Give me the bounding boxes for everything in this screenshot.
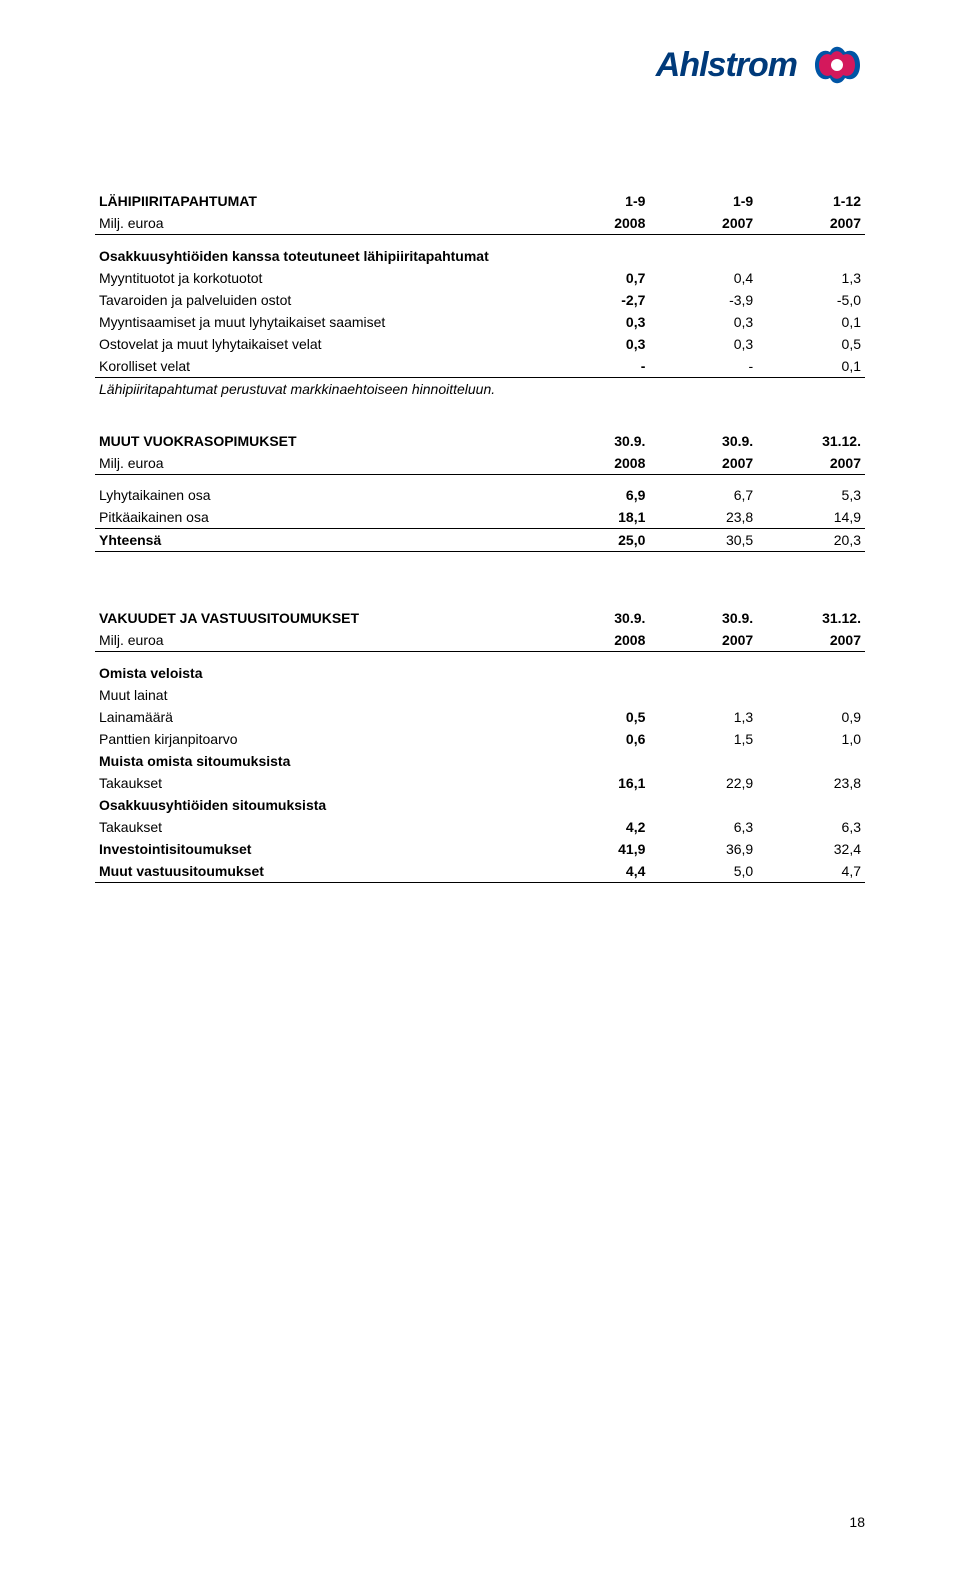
page-content: LÄHIPIIRITAPAHTUMAT 1-9 1-9 1-12 Milj. e… [95, 190, 865, 883]
t3-r5v3: 32,4 [757, 838, 865, 860]
t1-title: LÄHIPIIRITAPAHTUMAT [95, 190, 542, 212]
t3-sh2: Muista omista sitoumuksista [95, 750, 865, 772]
page-number: 18 [849, 1514, 865, 1530]
t3-r3l: Takaukset [95, 772, 542, 794]
table-muut-vuokrasopimukset: MUUT VUOKRASOPIMUKSET 30.9. 30.9. 31.12.… [95, 430, 865, 553]
t1-r1v1: 0,7 [542, 267, 650, 289]
t1-h3a: 1-12 [757, 190, 865, 212]
t3-h2a: 30.9. [649, 607, 757, 629]
t3-r4v3: 6,3 [757, 816, 865, 838]
t1-r5v1: - [542, 355, 650, 378]
t1-r2v1: -2,7 [542, 289, 650, 311]
t2-totv2: 30,5 [649, 529, 757, 552]
t3-r3v3: 23,8 [757, 772, 865, 794]
t1-h2a: 1-9 [649, 190, 757, 212]
t1-subhead: Osakkuusyhtiöiden kanssa toteutuneet läh… [95, 245, 865, 267]
t2-r1v3: 5,3 [757, 484, 865, 506]
t3-h1a: 30.9. [542, 607, 650, 629]
t1-r3v3: 0,1 [757, 311, 865, 333]
t3-r4v2: 6,3 [649, 816, 757, 838]
t3-h3a: 31.12. [757, 607, 865, 629]
t2-r2v1: 18,1 [542, 506, 650, 529]
t2-totv1: 25,0 [542, 529, 650, 552]
t2-r2v3: 14,9 [757, 506, 865, 529]
t3-title: VAKUUDET JA VASTUUSITOUMUKSET [95, 607, 542, 629]
logo: Ahlstrom [656, 40, 865, 90]
t3-r3v2: 22,9 [649, 772, 757, 794]
t3-h2b: 2007 [649, 629, 757, 652]
t3-r2l: Panttien kirjanpitoarvo [95, 728, 542, 750]
t1-r3v1: 0,3 [542, 311, 650, 333]
t3-r2v1: 0,6 [542, 728, 650, 750]
t1-r2l: Tavaroiden ja palveluiden ostot [95, 289, 542, 311]
t1-r4v3: 0,5 [757, 333, 865, 355]
t2-sub: Milj. euroa [95, 452, 542, 475]
t1-r5v3: 0,1 [757, 355, 865, 378]
t3-r1l: Lainamäärä [95, 706, 542, 728]
t1-r1v3: 1,3 [757, 267, 865, 289]
t2-h3a: 31.12. [757, 430, 865, 452]
logo-text: Ahlstrom [656, 46, 797, 85]
t3-r5v1: 41,9 [542, 838, 650, 860]
t1-r1l: Myyntituotot ja korkotuotot [95, 267, 542, 289]
table-vakuudet: VAKUUDET JA VASTUUSITOUMUKSET 30.9. 30.9… [95, 607, 865, 883]
t3-r5v2: 36,9 [649, 838, 757, 860]
t2-r1l: Lyhytaikainen osa [95, 484, 542, 506]
t2-h1a: 30.9. [542, 430, 650, 452]
t3-h3b: 2007 [757, 629, 865, 652]
t2-title: MUUT VUOKRASOPIMUKSET [95, 430, 542, 452]
t2-h3b: 2007 [757, 452, 865, 475]
t3-r2v2: 1,5 [649, 728, 757, 750]
t1-r3l: Myyntisaamiset ja muut lyhytaikaiset saa… [95, 311, 542, 333]
t1-h1a: 1-9 [542, 190, 650, 212]
t3-sh1: Omista veloista [95, 662, 865, 684]
t3-r0l: Muut lainat [95, 684, 865, 706]
t1-sub: Milj. euroa [95, 212, 542, 235]
t3-r1v1: 0,5 [542, 706, 650, 728]
t1-r4v1: 0,3 [542, 333, 650, 355]
logo-icon [805, 40, 865, 90]
t3-r4l: Takaukset [95, 816, 542, 838]
t3-r3v1: 16,1 [542, 772, 650, 794]
table-lahipiiritapahtumat: LÄHIPIIRITAPAHTUMAT 1-9 1-9 1-12 Milj. e… [95, 190, 865, 400]
t2-h2b: 2007 [649, 452, 757, 475]
t2-h1b: 2008 [542, 452, 650, 475]
t2-r1v1: 6,9 [542, 484, 650, 506]
t3-r4v1: 4,2 [542, 816, 650, 838]
t3-r1v3: 0,9 [757, 706, 865, 728]
t2-r2v2: 23,8 [649, 506, 757, 529]
t3-sh3: Osakkuusyhtiöiden sitoumuksista [95, 794, 865, 816]
t1-r1v2: 0,4 [649, 267, 757, 289]
t3-sub: Milj. euroa [95, 629, 542, 652]
t2-r1v2: 6,7 [649, 484, 757, 506]
t1-h2b: 2007 [649, 212, 757, 235]
t3-r5l: Investointisitoumukset [95, 838, 542, 860]
t3-h1b: 2008 [542, 629, 650, 652]
t2-totl: Yhteensä [95, 529, 542, 552]
t1-h3b: 2007 [757, 212, 865, 235]
t1-r2v3: -5,0 [757, 289, 865, 311]
t3-r6v1: 4,4 [542, 860, 650, 883]
t1-r4l: Ostovelat ja muut lyhytaikaiset velat [95, 333, 542, 355]
t1-r5v2: - [649, 355, 757, 378]
t3-r1v2: 1,3 [649, 706, 757, 728]
t1-r3v2: 0,3 [649, 311, 757, 333]
t1-h1b: 2008 [542, 212, 650, 235]
t1-r4v2: 0,3 [649, 333, 757, 355]
t1-r2v2: -3,9 [649, 289, 757, 311]
t3-r6v3: 4,7 [757, 860, 865, 883]
t3-r6v2: 5,0 [649, 860, 757, 883]
t3-r2v3: 1,0 [757, 728, 865, 750]
t1-note: Lähipiiritapahtumat perustuvat markkinae… [95, 377, 865, 400]
t3-r6l: Muut vastuusitoumukset [95, 860, 542, 883]
t2-h2a: 30.9. [649, 430, 757, 452]
t1-r5l: Korolliset velat [95, 355, 542, 378]
t2-r2l: Pitkäaikainen osa [95, 506, 542, 529]
t2-totv3: 20,3 [757, 529, 865, 552]
